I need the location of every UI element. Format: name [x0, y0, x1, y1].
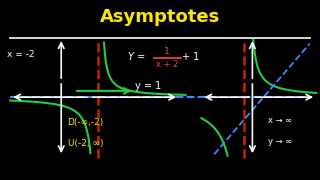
Text: Y =: Y =: [128, 52, 148, 62]
Text: x = -2: x = -2: [7, 50, 35, 59]
Text: D(-∞,-2): D(-∞,-2): [68, 118, 104, 127]
Text: 1: 1: [164, 47, 170, 56]
Text: + 1: + 1: [182, 52, 200, 62]
Text: Asymptotes: Asymptotes: [100, 8, 220, 26]
Text: U(-2, ∞): U(-2, ∞): [68, 139, 103, 148]
Text: y → ∞: y → ∞: [268, 137, 292, 146]
Text: y = 1: y = 1: [134, 81, 161, 91]
Text: x + 2: x + 2: [156, 60, 179, 69]
Text: x → ∞: x → ∞: [268, 116, 292, 125]
